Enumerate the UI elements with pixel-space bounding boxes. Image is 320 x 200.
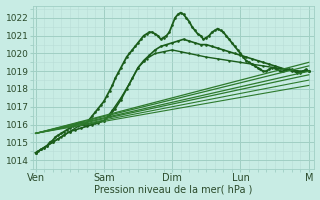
X-axis label: Pression niveau de la mer( hPa ): Pression niveau de la mer( hPa ) [94,184,253,194]
